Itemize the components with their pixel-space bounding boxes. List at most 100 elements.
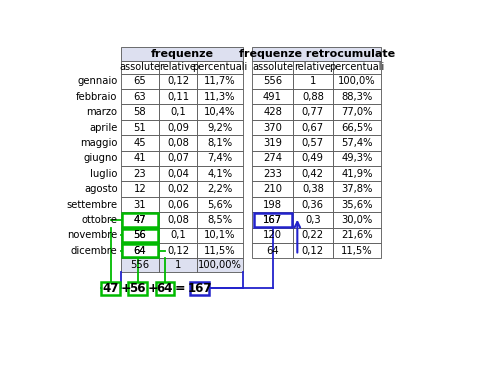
Text: percentuali: percentuali: [330, 63, 384, 73]
Text: gennaio: gennaio: [78, 76, 118, 86]
Bar: [333, 104, 381, 120]
Text: +: +: [120, 282, 131, 295]
Bar: [120, 243, 160, 259]
Text: 11,5%: 11,5%: [204, 246, 236, 256]
Text: 51: 51: [134, 122, 146, 132]
Bar: [333, 243, 381, 259]
Text: 2,2%: 2,2%: [207, 184, 233, 194]
Bar: [292, 61, 333, 74]
Text: 11,7%: 11,7%: [204, 76, 236, 86]
Bar: [292, 228, 333, 243]
Bar: [120, 197, 160, 212]
Text: 64: 64: [266, 246, 279, 256]
Text: 56: 56: [134, 231, 146, 240]
Bar: [254, 213, 292, 226]
Text: 57,4%: 57,4%: [341, 138, 373, 148]
Bar: [120, 104, 160, 120]
Bar: [196, 197, 243, 212]
Text: +: +: [148, 282, 158, 295]
Bar: [122, 213, 158, 226]
Text: 0,1: 0,1: [170, 231, 186, 240]
Text: 10,1%: 10,1%: [204, 231, 236, 240]
Text: luglio: luglio: [90, 169, 118, 179]
Bar: [160, 228, 196, 243]
Bar: [160, 181, 196, 197]
Bar: [120, 228, 160, 243]
Bar: [292, 104, 333, 120]
Bar: [292, 89, 333, 104]
Bar: [292, 120, 333, 135]
Text: 0,42: 0,42: [302, 169, 324, 179]
Text: 47: 47: [134, 215, 146, 225]
Text: 100,0%: 100,0%: [338, 76, 376, 86]
Bar: [128, 282, 147, 295]
Bar: [252, 197, 292, 212]
Text: 58: 58: [134, 107, 146, 117]
Bar: [196, 181, 243, 197]
Bar: [292, 181, 333, 197]
Bar: [160, 243, 196, 259]
Bar: [196, 151, 243, 166]
Bar: [160, 166, 196, 181]
Text: 0,36: 0,36: [302, 199, 324, 209]
Text: 319: 319: [263, 138, 282, 148]
Bar: [292, 197, 333, 212]
Text: 12: 12: [134, 184, 146, 194]
Text: 556: 556: [263, 76, 282, 86]
Text: 120: 120: [263, 231, 282, 240]
Text: 11,3%: 11,3%: [204, 92, 236, 102]
Text: 8,5%: 8,5%: [208, 215, 233, 225]
Bar: [120, 151, 160, 166]
Text: 88,3%: 88,3%: [342, 92, 372, 102]
Text: 63: 63: [134, 92, 146, 102]
Text: 1: 1: [175, 260, 181, 270]
Text: 0,08: 0,08: [167, 138, 189, 148]
Text: 0,12: 0,12: [167, 246, 189, 256]
Text: 274: 274: [263, 153, 282, 164]
Bar: [196, 243, 243, 259]
Bar: [333, 181, 381, 197]
Bar: [333, 197, 381, 212]
Text: 5,6%: 5,6%: [207, 199, 233, 209]
Bar: [122, 229, 158, 242]
Bar: [120, 89, 160, 104]
Bar: [252, 74, 292, 89]
Text: 167: 167: [263, 215, 282, 225]
Text: percentuali: percentuali: [192, 63, 248, 73]
Bar: [120, 120, 160, 135]
Bar: [333, 89, 381, 104]
Text: relative: relative: [160, 63, 196, 73]
Bar: [122, 244, 158, 257]
Bar: [120, 74, 160, 89]
Text: 0,04: 0,04: [167, 169, 189, 179]
Text: 491: 491: [263, 92, 282, 102]
Text: 0,57: 0,57: [302, 138, 324, 148]
Text: aprile: aprile: [89, 122, 118, 132]
Text: ottobre: ottobre: [82, 215, 118, 225]
Bar: [333, 228, 381, 243]
Bar: [160, 197, 196, 212]
Bar: [252, 243, 292, 259]
Text: relative: relative: [294, 63, 332, 73]
Bar: [101, 282, 120, 295]
Bar: [292, 74, 333, 89]
Bar: [292, 151, 333, 166]
Bar: [292, 243, 333, 259]
Bar: [160, 61, 196, 74]
Text: marzo: marzo: [86, 107, 118, 117]
Bar: [156, 282, 174, 295]
Text: =: =: [175, 282, 186, 295]
Text: novembre: novembre: [68, 231, 117, 240]
Text: 49,3%: 49,3%: [342, 153, 372, 164]
Text: 0,08: 0,08: [167, 215, 189, 225]
Bar: [160, 151, 196, 166]
Bar: [252, 120, 292, 135]
Text: 31: 31: [134, 199, 146, 209]
Bar: [196, 259, 243, 272]
Text: 428: 428: [263, 107, 282, 117]
Text: 0,22: 0,22: [302, 231, 324, 240]
Text: frequenze retrocumulate: frequenze retrocumulate: [238, 50, 395, 60]
Text: 56: 56: [134, 231, 146, 240]
Text: agosto: agosto: [84, 184, 117, 194]
Bar: [252, 135, 292, 151]
